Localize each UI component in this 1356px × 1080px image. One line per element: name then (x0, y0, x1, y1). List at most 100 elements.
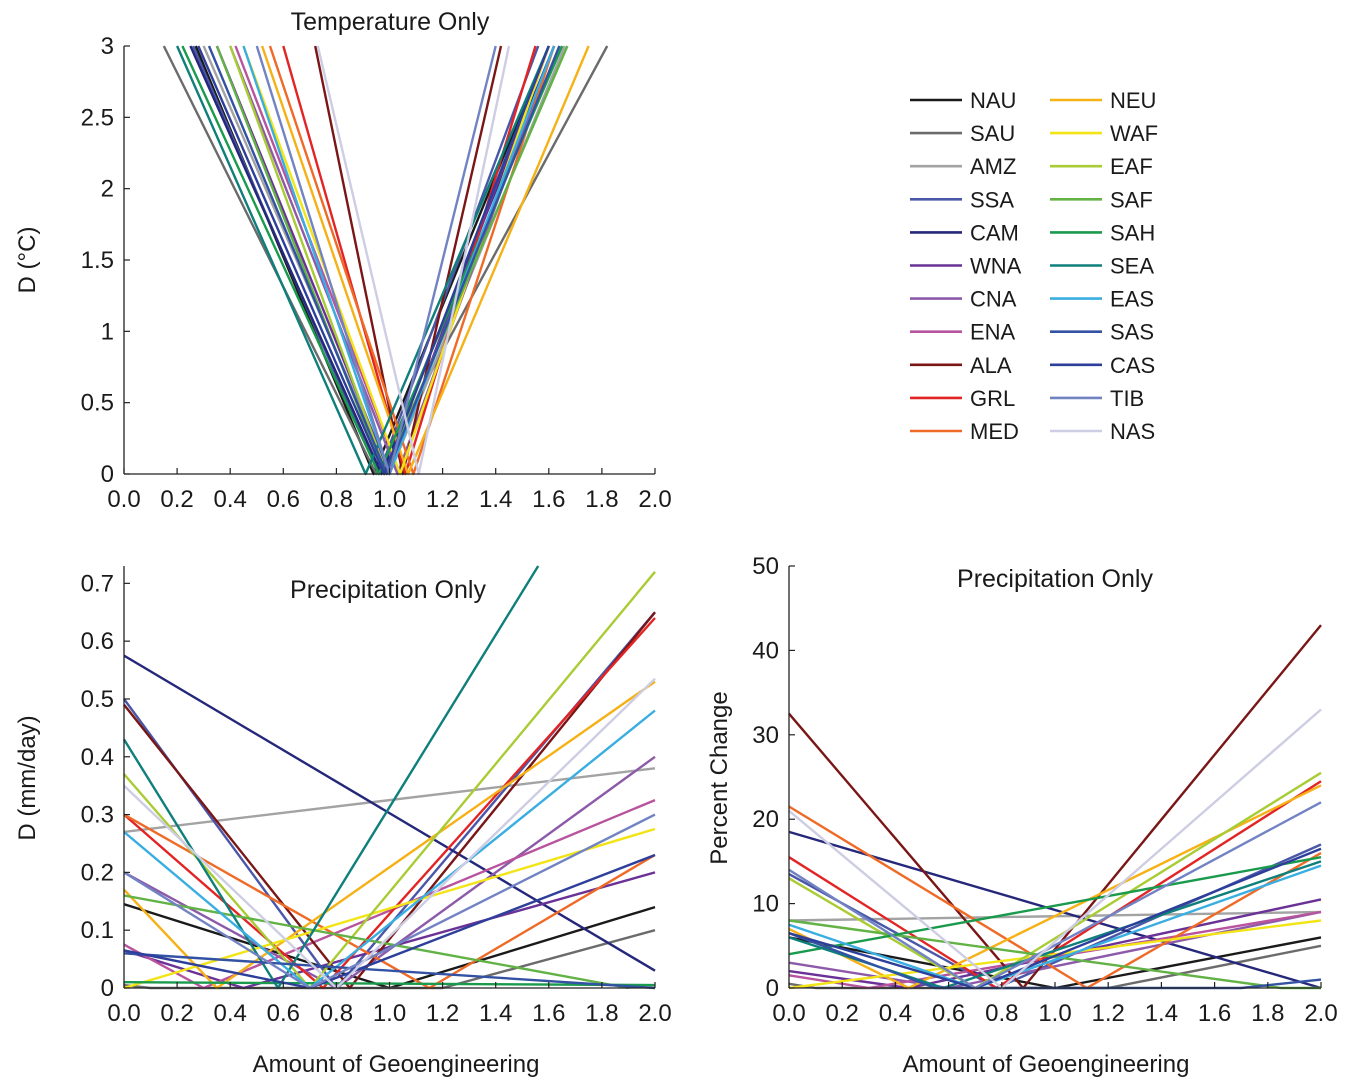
x-tick-label: 0.2 (160, 1000, 193, 1027)
legend-label-ssa: SSA (970, 187, 1014, 212)
y-tick-label: 1.5 (81, 247, 114, 274)
x-tick-label: 1.2 (1092, 1000, 1125, 1027)
x-tick-label: 1.6 (532, 1000, 565, 1027)
x-tick-label: 2.0 (638, 486, 671, 513)
y-tick-label: 2 (101, 176, 114, 203)
x-tick-label: 2.0 (1304, 1000, 1337, 1027)
series-group (122, 565, 656, 990)
precip-mm-panel-title: Precipitation Only (290, 576, 486, 604)
series-line-sas (207, 45, 561, 476)
legend-label-tib: TIB (1110, 386, 1144, 411)
x-tick-label: 0.4 (879, 1000, 912, 1027)
series-line-saf (123, 894, 629, 990)
x-tick-label: 1.4 (1145, 1000, 1178, 1027)
y-tick-label: 10 (752, 891, 779, 918)
x-tick-label: 0.8 (985, 1000, 1018, 1027)
y-tick-label: 0.7 (81, 570, 114, 597)
x-tick-label: 1.4 (479, 486, 512, 513)
legend-label-ala: ALA (970, 353, 1012, 378)
precip-mm-panel-ylabel: D (mm/day) (14, 715, 41, 840)
precip-pct-panel-title: Precipitation Only (957, 565, 1153, 593)
series-line-cam (123, 654, 656, 972)
series-group (788, 624, 1322, 990)
legend-label-saf: SAF (1110, 187, 1153, 212)
legend: NAU SAU AMZ SSA CAM WNA CNA ENA ALA GRL MED NEU WAF E… (910, 88, 1158, 444)
temperature-panel-ylabel: D (°C) (14, 227, 41, 294)
y-tick-label: 0.4 (81, 744, 114, 771)
x-tick-label: 1.0 (373, 486, 406, 513)
series-line-waf (242, 45, 550, 476)
y-tick-label: 0.3 (81, 802, 114, 829)
temperature-panel: Temperature Only D (°C) 0.0 0.2 0.4 0.6 0.8 1… (14, 8, 672, 513)
series-line-ala (788, 624, 1322, 990)
y-tick-label: 0 (766, 975, 779, 1002)
y-tick-label: 50 (752, 553, 779, 580)
y-tick-label: 30 (752, 722, 779, 749)
legend-label-sah: SAH (1110, 220, 1155, 245)
y-tick-label: 0.6 (81, 628, 114, 655)
y-tick-label: 0 (101, 975, 114, 1002)
precipitation-percent-panel: Precipitation Only Percent Change Amount… (706, 553, 1338, 1078)
series-line-amz (202, 45, 566, 476)
x-tick-label: 1.6 (1198, 1000, 1231, 1027)
y-tick-label: 0.5 (81, 390, 114, 417)
y-tick-label: 0.5 (81, 686, 114, 713)
precip-pct-panel-ylabel: Percent Change (706, 691, 733, 864)
legend-label-amz: AMZ (970, 154, 1016, 179)
x-tick-label: 0.8 (320, 486, 353, 513)
x-tick-label: 0.0 (107, 486, 140, 513)
precip-pct-panel-xlabel: Amount of Geoengineering (903, 1051, 1190, 1078)
y-tick-label: 0.2 (81, 859, 114, 886)
y-tick-label: 0.1 (81, 917, 114, 944)
y-tick-label: 2.5 (81, 104, 114, 131)
x-tick-label: 0.8 (320, 1000, 353, 1027)
x-tick-label: 1.0 (1038, 1000, 1071, 1027)
legend-label-cam: CAM (970, 220, 1019, 245)
series-line-neu (123, 680, 656, 990)
x-tick-label: 0.6 (267, 486, 300, 513)
legend-label-sea: SEA (1110, 254, 1154, 279)
legend-label-nau: NAU (970, 88, 1016, 113)
series-line-waf (123, 827, 656, 990)
x-tick-label: 1.2 (426, 1000, 459, 1027)
legend-label-neu: NEU (1110, 88, 1156, 113)
x-tick-label: 0.6 (267, 1000, 300, 1027)
y-tick-label: 3 (101, 33, 114, 60)
legend-label-grl: GRL (970, 386, 1015, 411)
y-tick-label: 20 (752, 806, 779, 833)
legend-label-waf: WAF (1110, 121, 1158, 146)
x-tick-label: 1.2 (426, 486, 459, 513)
x-tick-label: 1.8 (1251, 1000, 1284, 1027)
x-tick-label: 0.4 (214, 486, 247, 513)
series-line-amz (123, 767, 656, 834)
y-tick-label: 0 (101, 461, 114, 488)
x-tick-label: 1.4 (479, 1000, 512, 1027)
legend-label-wna: WNA (970, 254, 1022, 279)
series-line-cna (123, 755, 656, 990)
series-line-sas (123, 952, 656, 990)
series-line-waf (788, 919, 1322, 990)
x-tick-label: 0.6 (932, 1000, 965, 1027)
x-tick-label: 0.4 (214, 1000, 247, 1027)
legend-label-cas: CAS (1110, 353, 1155, 378)
x-tick-label: 1.8 (585, 486, 618, 513)
x-tick-label: 0.2 (826, 1000, 859, 1027)
x-tick-label: 1.0 (373, 1000, 406, 1027)
legend-label-eaf: EAF (1110, 154, 1153, 179)
x-tick-label: 0.2 (160, 486, 193, 513)
legend-label-sau: SAU (970, 121, 1015, 146)
x-tick-label: 2.0 (638, 1000, 671, 1027)
x-tick-label: 1.6 (532, 486, 565, 513)
y-tick-label: 1 (101, 318, 114, 345)
y-tick-label: 40 (752, 637, 779, 664)
legend-label-ena: ENA (970, 320, 1016, 345)
precipitation-mm-panel: Precipitation Only D (mm/day) Amount of … (14, 565, 672, 1078)
legend-label-cna: CNA (970, 287, 1017, 312)
legend-label-nas: NAS (1110, 419, 1155, 444)
legend-label-eas: EAS (1110, 287, 1154, 312)
x-tick-label: 0.0 (772, 1000, 805, 1027)
series-line-sah (788, 856, 1322, 956)
series-line-cam (788, 830, 1322, 990)
series-group (162, 45, 609, 476)
